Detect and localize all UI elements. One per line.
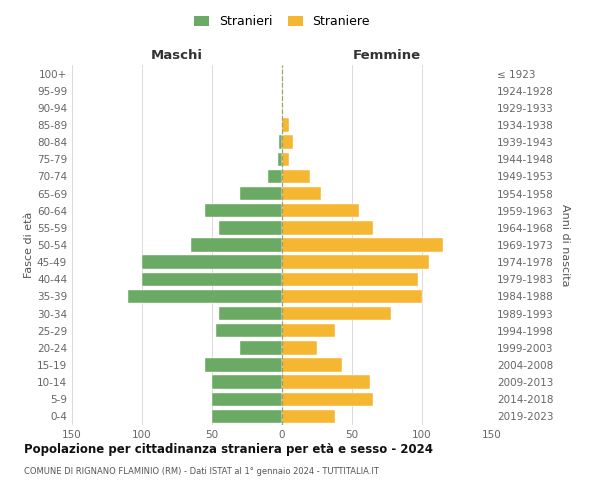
Bar [205, 204, 282, 218]
Bar [282, 307, 391, 320]
Bar [282, 238, 443, 252]
Bar [216, 324, 282, 338]
Text: Femmine: Femmine [353, 50, 421, 62]
Bar [212, 376, 282, 389]
Bar [282, 256, 429, 269]
Bar [282, 392, 373, 406]
Bar [212, 410, 282, 423]
Bar [279, 136, 282, 149]
Bar [282, 324, 335, 338]
Bar [240, 341, 282, 354]
Bar [205, 358, 282, 372]
Bar [278, 152, 282, 166]
Bar [282, 118, 289, 132]
Bar [268, 170, 282, 183]
Bar [282, 152, 289, 166]
Bar [282, 341, 317, 354]
Bar [219, 221, 282, 234]
Bar [212, 392, 282, 406]
Text: Popolazione per cittadinanza straniera per età e sesso - 2024: Popolazione per cittadinanza straniera p… [24, 442, 433, 456]
Legend: Stranieri, Straniere: Stranieri, Straniere [190, 11, 374, 32]
Bar [128, 290, 282, 303]
Y-axis label: Anni di nascita: Anni di nascita [560, 204, 570, 286]
Bar [282, 358, 342, 372]
Text: COMUNE DI RIGNANO FLAMINIO (RM) - Dati ISTAT al 1° gennaio 2024 - TUTTITALIA.IT: COMUNE DI RIGNANO FLAMINIO (RM) - Dati I… [24, 468, 379, 476]
Bar [282, 272, 418, 286]
Bar [142, 272, 282, 286]
Bar [282, 410, 335, 423]
Bar [240, 187, 282, 200]
Bar [282, 204, 359, 218]
Bar [282, 170, 310, 183]
Bar [282, 376, 370, 389]
Bar [282, 290, 422, 303]
Y-axis label: Fasce di età: Fasce di età [24, 212, 34, 278]
Bar [219, 307, 282, 320]
Bar [142, 256, 282, 269]
Bar [282, 136, 293, 149]
Bar [282, 187, 321, 200]
Bar [282, 221, 373, 234]
Bar [191, 238, 282, 252]
Text: Maschi: Maschi [151, 50, 203, 62]
